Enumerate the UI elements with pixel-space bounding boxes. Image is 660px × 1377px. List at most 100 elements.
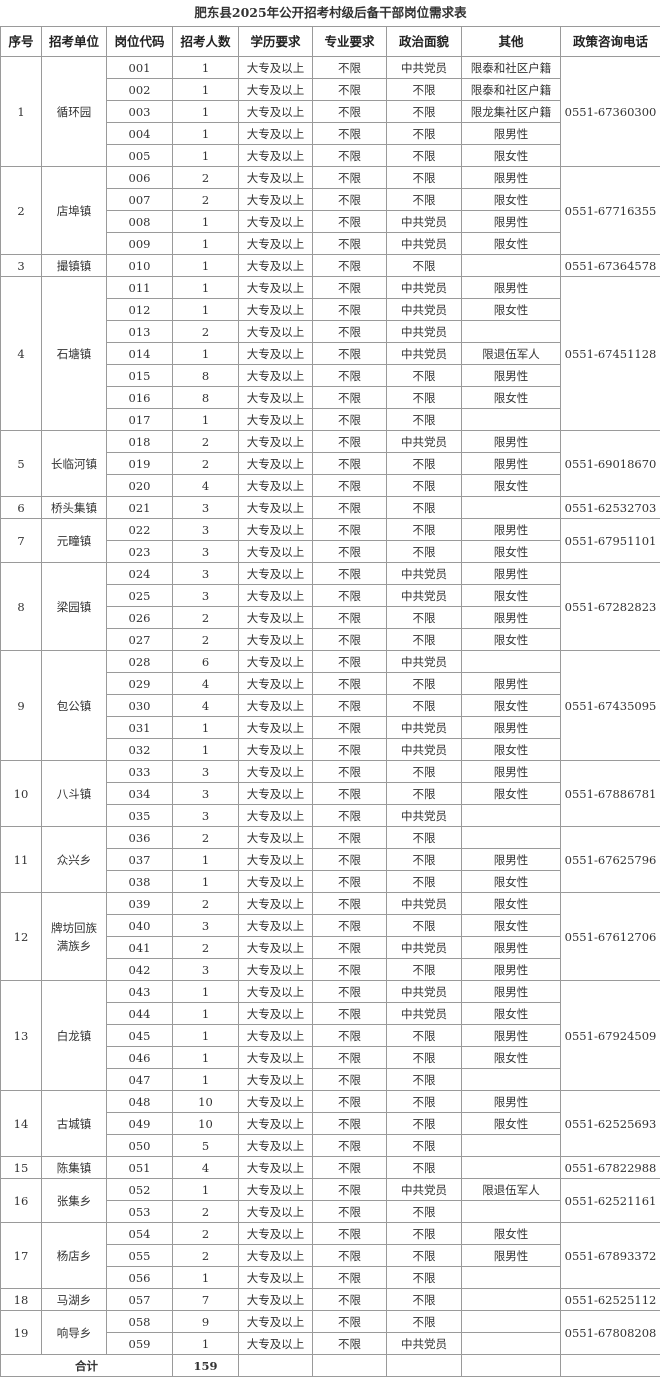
table-row: 19 响导乡 058 9 大专及以上 不限 不限 0551-67808208: [0, 1310, 660, 1355]
table-row: 10 八斗镇 033 3 大专及以上 不限 不限 限男性 0551-67886781: [0, 760, 660, 827]
table-row: 18 马湖乡 057 7 大专及以上 不限 不限 0551-62525112: [0, 1288, 660, 1311]
political-status: 中共党员: [386, 1002, 462, 1025]
other-req: 限退伍军人: [461, 342, 561, 365]
recruit-count: 1: [172, 78, 239, 101]
recruit-count: 5: [172, 1134, 239, 1157]
other-req: 限男性: [461, 958, 561, 981]
seq-number: 2: [0, 166, 42, 255]
header-seq: 序号: [0, 26, 42, 57]
major-req: 不限: [312, 1024, 387, 1047]
other-req: 限男性: [461, 364, 561, 387]
other-req: 限女性: [461, 144, 561, 167]
education-req: 大专及以上: [238, 100, 313, 123]
position-code: 021: [106, 496, 173, 519]
major-req: 不限: [312, 1134, 387, 1157]
political-status: 不限: [386, 78, 462, 101]
other-req: [461, 1200, 561, 1223]
political-status: 中共党员: [386, 738, 462, 761]
other-req: 限女性: [461, 1112, 561, 1135]
position-code: 038: [106, 870, 173, 893]
header-education: 学历要求: [238, 26, 313, 57]
political-status: 中共党员: [386, 716, 462, 739]
major-req: 不限: [312, 364, 387, 387]
unit-name: 白龙镇: [41, 980, 107, 1091]
other-req: 限女性: [461, 188, 561, 211]
recruit-count: 8: [172, 386, 239, 409]
consult-phone: 0551-67435095: [559, 650, 660, 761]
recruit-count: 1: [172, 210, 239, 233]
education-req: 大专及以上: [238, 980, 313, 1003]
recruit-count: 1: [172, 1024, 239, 1047]
political-status: 不限: [386, 958, 462, 981]
other-req: [461, 320, 561, 343]
major-req: 不限: [312, 452, 387, 475]
position-code: 008: [106, 210, 173, 233]
education-req: 大专及以上: [238, 496, 313, 519]
education-req: 大专及以上: [238, 1068, 313, 1091]
recruit-count: 1: [172, 980, 239, 1003]
unit-name: 八斗镇: [41, 760, 107, 827]
political-status: 中共党员: [386, 232, 462, 255]
position-code: 002: [106, 78, 173, 101]
position-code: 041: [106, 936, 173, 959]
political-status: 不限: [386, 694, 462, 717]
recruit-count: 1: [172, 298, 239, 321]
table-row: 027 2 大专及以上 不限 不限 限女性: [1, 628, 660, 651]
table-row: 045 1 大专及以上 不限 不限 限男性: [1, 1024, 660, 1047]
position-code: 052: [106, 1178, 173, 1201]
seq-number: 9: [0, 650, 42, 761]
consult-phone: 0551-67924509: [559, 980, 660, 1091]
position-code: 028: [106, 650, 173, 673]
table-row: 035 3 大专及以上 不限 中共党员: [1, 804, 660, 827]
education-req: 大专及以上: [238, 452, 313, 475]
other-req: 限女性: [461, 914, 561, 937]
political-status: 不限: [386, 540, 462, 563]
major-req: 不限: [312, 760, 387, 783]
position-code: 012: [106, 298, 173, 321]
political-status: 中共党员: [386, 320, 462, 343]
recruit-count: 3: [172, 782, 239, 805]
recruit-count: 1: [172, 254, 239, 277]
education-req: 大专及以上: [238, 914, 313, 937]
major-req: 不限: [312, 1310, 387, 1333]
position-code: 017: [106, 408, 173, 431]
other-req: 限男性: [461, 980, 561, 1003]
position-code: 022: [106, 518, 173, 541]
political-status: 中共党员: [386, 342, 462, 365]
recruit-count: 10: [172, 1090, 239, 1113]
education-req: 大专及以上: [238, 716, 313, 739]
table-row: 046 1 大专及以上 不限 不限 限女性: [1, 1046, 660, 1069]
political-status: 不限: [386, 760, 462, 783]
education-req: 大专及以上: [238, 540, 313, 563]
education-req: 大专及以上: [238, 430, 313, 453]
other-req: 限女性: [461, 694, 561, 717]
seq-number: 7: [0, 518, 42, 563]
political-status: 中共党员: [386, 584, 462, 607]
other-req: [461, 1310, 561, 1333]
position-code: 056: [106, 1266, 173, 1289]
position-code: 051: [106, 1156, 173, 1179]
major-req: 不限: [312, 232, 387, 255]
consult-phone: 0551-67886781: [559, 760, 660, 827]
political-status: 中共党员: [386, 1332, 462, 1355]
recruit-count: 9: [172, 1310, 239, 1333]
other-req: 限女性: [461, 298, 561, 321]
political-status: 中共党员: [386, 430, 462, 453]
table-row: 029 4 大专及以上 不限 不限 限男性: [1, 672, 660, 695]
major-req: 不限: [312, 562, 387, 585]
total-count: 159: [172, 1354, 239, 1377]
major-req: 不限: [312, 210, 387, 233]
major-req: 不限: [312, 606, 387, 629]
education-req: 大专及以上: [238, 892, 313, 915]
position-code: 035: [106, 804, 173, 827]
other-req: 限女性: [461, 1222, 561, 1245]
empty-cell: [559, 1354, 660, 1377]
education-req: 大专及以上: [238, 848, 313, 871]
political-status: 中共党员: [386, 892, 462, 915]
political-status: 不限: [386, 452, 462, 475]
position-code: 025: [106, 584, 173, 607]
recruit-count: 3: [172, 518, 239, 541]
other-req: [461, 496, 561, 519]
other-req: [461, 1068, 561, 1091]
position-code: 023: [106, 540, 173, 563]
